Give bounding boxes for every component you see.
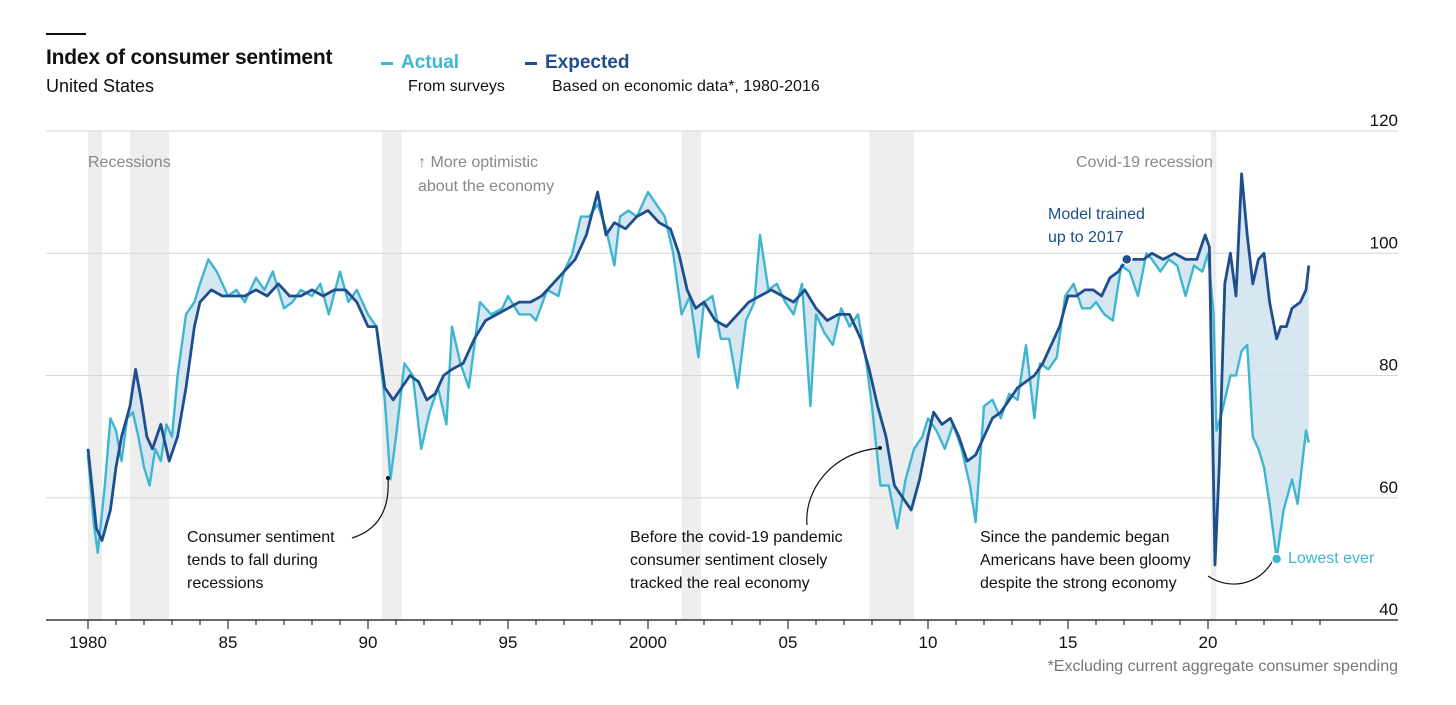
y-tick-label-60: 60 xyxy=(1379,478,1398,497)
actual-line xyxy=(86,190,1310,561)
pandemic-note-connector xyxy=(1207,561,1273,585)
recession-note-connector-dot xyxy=(386,476,390,480)
precovid-note-line2: consumer sentiment closely xyxy=(630,552,827,569)
y-tick-label-40: 40 xyxy=(1379,600,1398,619)
covid-recession-label: Covid-19 recession xyxy=(1076,154,1213,171)
optimistic-label-line1: ↑ More optimistic xyxy=(418,154,538,171)
precovid-note-line1: Before the covid-19 pandemic xyxy=(630,529,843,546)
legend-actual-swatch xyxy=(381,61,393,65)
gridlines xyxy=(46,130,1398,499)
x-tick-label-2015: 15 xyxy=(1059,633,1078,652)
optimistic-label-line2: about the economy xyxy=(418,178,554,195)
chart-title: Index of consumer sentiment xyxy=(46,46,333,69)
recession-note-line1: Consumer sentiment xyxy=(187,529,335,546)
x-axis: 1980 85 90 95 2000 05 10 15 20 xyxy=(46,619,1398,652)
x-tick-label-1985: 85 xyxy=(219,633,238,652)
legend-expected-label: Expected xyxy=(545,52,630,73)
x-tick-label-2010: 10 xyxy=(919,633,938,652)
chart-subtitle: United States xyxy=(46,76,155,96)
expected-line xyxy=(86,172,1311,567)
legend-actual-desc: From surveys xyxy=(408,78,505,95)
x-tick-label-1990: 90 xyxy=(359,633,378,652)
legend-actual: Actual From surveys xyxy=(381,52,505,96)
footnote: *Excluding current aggregate consumer sp… xyxy=(1047,658,1398,675)
model-trained-line2: up to 2017 xyxy=(1048,229,1124,246)
legend-expected-swatch xyxy=(525,61,537,65)
recession-note-connector xyxy=(351,477,389,539)
y-tick-label-100: 100 xyxy=(1370,233,1398,252)
lowest-ever-marker xyxy=(1270,553,1283,565)
precovid-note-line3: tracked the real economy xyxy=(630,575,810,592)
precovid-note-connector xyxy=(806,447,881,526)
recession-note-line3: recessions xyxy=(187,575,263,592)
legend-expected: Expected Based on economic data*, 1980-2… xyxy=(525,52,820,96)
legend-actual-label: Actual xyxy=(401,52,460,73)
recessions-label: Recessions xyxy=(88,154,171,171)
y-tick-label-80: 80 xyxy=(1379,356,1398,375)
series-lines xyxy=(86,172,1311,567)
title-rule xyxy=(46,33,86,35)
x-tick-label-1995: 95 xyxy=(499,633,518,652)
x-tick-label-2000: 2000 xyxy=(629,633,667,652)
lowest-ever-label: Lowest ever xyxy=(1288,550,1375,567)
legend-expected-desc: Based on economic data*, 1980-2016 xyxy=(552,78,820,95)
x-tick-label-2005: 05 xyxy=(779,633,798,652)
y-axis-labels: 40 60 80 100 120 xyxy=(1370,111,1398,619)
model-trained-line1: Model trained xyxy=(1048,206,1145,223)
model-trained-marker xyxy=(1121,253,1133,266)
x-tick-label-1980: 1980 xyxy=(69,633,107,652)
x-tick-label-2020: 20 xyxy=(1199,633,1218,652)
recession-note-line2: tends to fall during xyxy=(187,552,318,569)
pandemic-note-line3: despite the strong economy xyxy=(980,575,1177,592)
precovid-note-connector-dot xyxy=(878,446,882,450)
pandemic-note-line1: Since the pandemic began xyxy=(980,529,1169,546)
pandemic-note-line2: Americans have been gloomy xyxy=(980,552,1191,569)
y-tick-label-120: 120 xyxy=(1370,111,1398,130)
